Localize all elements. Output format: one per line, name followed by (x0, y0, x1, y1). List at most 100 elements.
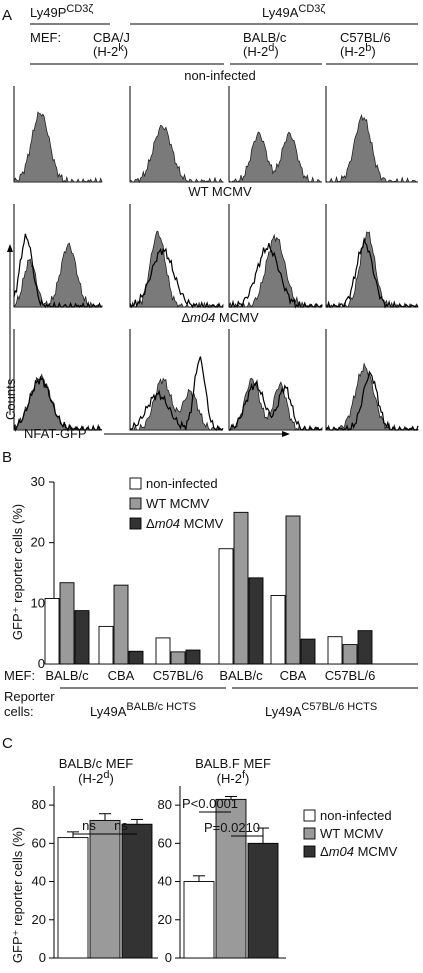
b-legend-swatch-1 (129, 497, 142, 510)
histogram-filled-curve (325, 231, 419, 308)
b-category-label: CBA (280, 668, 307, 683)
c-subchart-0: 0 20 40 60 80 BALB/c MEF(H-2d) ns ns (32, 756, 158, 965)
b-bar-1-2 (170, 651, 186, 665)
histogram-outline-curve (326, 239, 419, 309)
b-y-tick-label: 0 (38, 656, 45, 671)
c-y-tick-label: 60 (158, 835, 172, 850)
c-bar-0-1 (89, 819, 121, 959)
histogram-outline-curve (229, 379, 323, 431)
histogram-filled-curve (129, 124, 225, 184)
c-bar-1-2 (247, 842, 279, 959)
b-bar-0-5 (327, 636, 343, 665)
histogram-filled-curve (228, 233, 323, 309)
histogram-0-3 (325, 86, 418, 183)
c-y-tick-label: 40 (158, 874, 172, 889)
c-legend-label-0: non-infected (320, 808, 392, 823)
c-y-tick-label: 20 (158, 912, 172, 927)
group-ly49a-label: Ly49ACD3ζ (262, 3, 325, 20)
histogram-outline-curve (325, 370, 419, 431)
b-reporter-group-0: Ly49ABALB/c HCTS (90, 701, 196, 719)
panel-a: A Ly49PCD3ζ Ly49ACD3ζ MEF: CBA/J (H-2k) … (2, 3, 419, 441)
c-annotation-label: P<0.0001 (182, 796, 238, 811)
histogram-filled-curve (129, 377, 223, 431)
c-y-tick-label: 40 (32, 874, 46, 889)
c-annotation-label: ns (114, 818, 128, 833)
c-bar-0-0 (57, 837, 89, 959)
histogram-filled-curve (228, 131, 323, 183)
histogram-1-3 (325, 204, 419, 309)
b-category-label: BALB/c (219, 668, 263, 683)
b-bar-2-3 (248, 577, 264, 665)
b-legend-label-2: Δm04 MCMV (146, 516, 224, 531)
c-bar-1-1 (215, 798, 247, 959)
b-bar-1-5 (342, 644, 358, 665)
histogram-outline-curve (129, 247, 223, 309)
b-mef-label: MEF: (4, 668, 35, 683)
col-strain-balbc: BALB/c (243, 30, 287, 45)
c-bar-0-2 (121, 823, 153, 959)
b-category-label: CBA (108, 668, 135, 683)
b-y-tick-label: 30 (31, 474, 45, 489)
c-legend-swatch-0 (303, 809, 316, 822)
histogram-1-2 (228, 204, 323, 309)
b-bar-2-0 (74, 610, 90, 665)
b-bar-1-3 (233, 511, 249, 665)
histogram-filled-curve (13, 242, 103, 309)
histogram-filled-curve (325, 114, 418, 183)
histogram-outline-curve (129, 356, 224, 432)
counts-arrowhead (7, 244, 13, 252)
c-subchart-haplotype: (H-2f) (217, 769, 250, 786)
panel-c: C GFP⁺ reporter cells (%) 0 20 40 60 80 BALB/… (2, 735, 398, 965)
c-legend-label-1: WT MCMV (320, 826, 384, 841)
chart-b: 0 10 20 30 BALB/c CBA C57BL/6 BALB/c CBA C57BL/6 (31, 474, 418, 683)
c-y-axis-label: GFP⁺ reporter cells (%) (10, 827, 25, 963)
row-title-dm04-mcmv: Δm04 MCMV (181, 310, 259, 325)
col-strain-cbaj: CBA/J (93, 30, 130, 45)
histogram-2-1 (129, 329, 224, 432)
chart-b-reporter-groups: Ly49ABALB/c HCTS Ly49AC57BL/6 HCTS (60, 687, 418, 719)
b-bar-2-5 (357, 630, 373, 665)
c-legend-swatch-2 (303, 845, 316, 858)
b-y-tick-label: 10 (31, 595, 45, 610)
b-bar-0-2 (155, 637, 171, 665)
b-legend-label-1: WT MCMV (146, 496, 210, 511)
histogram-grid (13, 86, 419, 433)
row-title-non-infected: non-infected (184, 68, 256, 83)
b-reporter-label-2: cells: (4, 704, 34, 719)
histogram-outline-curve (13, 375, 103, 433)
b-legend-swatch-2 (129, 517, 142, 530)
c-y-tick-label: 20 (32, 912, 46, 927)
col-haplo-cbaj: (H-2k) (93, 42, 128, 59)
panel-a-label: A (2, 7, 12, 24)
b-reporter-label: Reporter (4, 689, 55, 704)
c-legend-swatch-1 (303, 827, 316, 840)
histogram-0-1 (129, 86, 225, 184)
histogram-1-1 (129, 204, 224, 309)
histogram-filled-curve (228, 377, 323, 431)
counts-axis-label: Counts (3, 378, 18, 420)
b-bar-1-4 (285, 515, 301, 665)
c-y-tick-label: 60 (32, 835, 46, 850)
b-reporter-group-1: Ly49AC57BL/6 HCTS (265, 701, 377, 719)
c-y-tick-label: 80 (32, 797, 46, 812)
col-haplo-balbc: (H-2d) (243, 42, 279, 59)
b-category-label: C57BL/6 (325, 668, 376, 683)
c-y-tick-label: 0 (165, 950, 172, 965)
panel-b-label: B (2, 449, 12, 466)
c-y-tick-label: 80 (158, 797, 172, 812)
nfat-gfp-axis-label: NFAT-GFP (24, 426, 87, 441)
histogram-filled-curve (326, 362, 419, 431)
b-y-tick-label: 20 (31, 535, 45, 550)
c-subchart-haplotype: (H-2d) (78, 769, 114, 786)
histogram-0-2 (228, 86, 323, 183)
b-bar-0-4 (270, 594, 286, 665)
b-bar-0-1 (98, 625, 114, 665)
c-subchart-1: 0 20 40 60 80 BALB.F MEF(H-2f) P<0.0001 P=0.021… (158, 756, 286, 965)
c-legend-label-2: Δm04 MCMV (320, 844, 398, 859)
b-legend-label-0: non-infected (146, 476, 218, 491)
histogram-2-3 (325, 329, 419, 431)
chart-c: 0 20 40 60 80 BALB/c MEF(H-2d) ns ns 0 20 40 60 80 BA… (32, 756, 286, 965)
c-subchart-title: BALB.F MEF (195, 756, 271, 771)
histogram-outline-curve (13, 233, 102, 309)
